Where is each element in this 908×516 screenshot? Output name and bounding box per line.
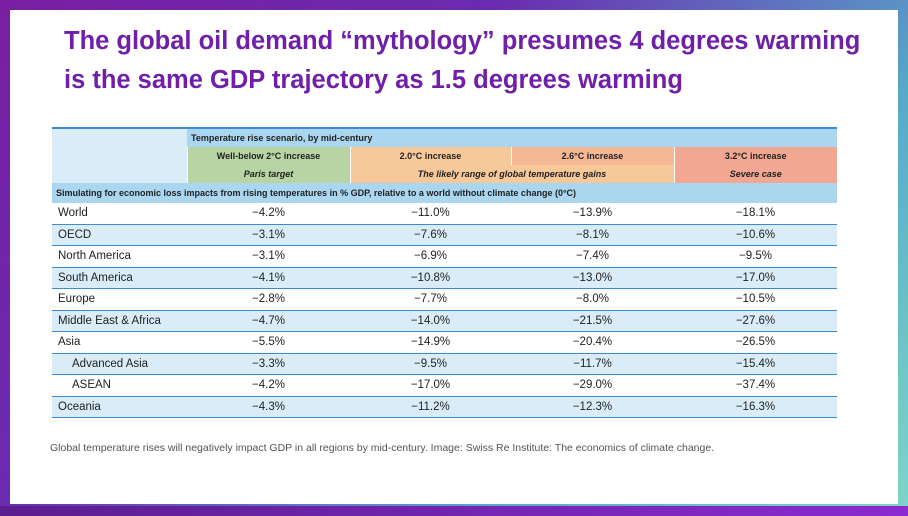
table-cell: −3.3% — [187, 353, 350, 375]
table-cell: −7.7% — [350, 288, 511, 311]
scenario-2-0c: 2.0°C increase — [349, 147, 511, 165]
table-cell: −7.6% — [350, 224, 511, 246]
table-cell: −5.5% — [187, 331, 350, 354]
scenario-well-below-2c: Well-below 2°C increase — [186, 147, 350, 165]
region-label: Europe — [52, 288, 187, 311]
header-corner — [52, 127, 187, 183]
region-label: Middle East & Africa — [52, 310, 187, 332]
table-cell: −12.3% — [511, 396, 674, 418]
table-cell: −8.1% — [511, 224, 674, 246]
table-cell: −14.0% — [350, 310, 511, 332]
table-cell: −10.6% — [674, 224, 837, 246]
table-row: Advanced Asia −3.3% −9.5% −11.7% −15.4% — [52, 353, 837, 375]
table-cell: −3.1% — [187, 224, 350, 246]
table-cell: −9.5% — [350, 353, 511, 375]
table-cell: −7.4% — [511, 245, 674, 268]
table-cell: −2.8% — [187, 288, 350, 311]
table-cell: −3.1% — [187, 245, 350, 268]
simulation-note: Simulating for economic loss impacts fro… — [52, 183, 837, 203]
table-cell: −16.3% — [674, 396, 837, 418]
table-cell: −10.5% — [674, 288, 837, 311]
table-cell: −17.0% — [674, 267, 837, 289]
header-title: Temperature rise scenario, by mid-centur… — [187, 127, 837, 147]
table-cell: −13.9% — [511, 203, 674, 225]
table-cell: −4.1% — [187, 267, 350, 289]
region-label: ASEAN — [52, 374, 187, 397]
table-cell: −4.3% — [187, 396, 350, 418]
table-cell: −37.4% — [674, 374, 837, 397]
table-cell: −8.0% — [511, 288, 674, 311]
gdp-impact-table: Temperature rise scenario, by mid-centur… — [52, 127, 837, 418]
slide-title: The global oil demand “mythology” presum… — [64, 27, 861, 94]
table-cell: −14.9% — [350, 331, 511, 354]
table-cell: −4.7% — [187, 310, 350, 332]
table-cell: −6.9% — [350, 245, 511, 268]
image-caption: Global temperature rises will negatively… — [50, 442, 715, 454]
scenario-3-2c: 3.2°C increase — [673, 147, 837, 165]
table-cell: −4.2% — [187, 203, 350, 225]
table-cell: −26.5% — [674, 331, 837, 354]
table-cell: −20.4% — [511, 331, 674, 354]
region-label: OECD — [52, 224, 187, 246]
table-row: North America −3.1% −6.9% −7.4% −9.5% — [52, 245, 837, 268]
subheader-paris-target: Paris target — [186, 165, 350, 183]
scenario-2-6c: 2.6°C increase — [510, 147, 674, 165]
region-label: Oceania — [52, 396, 187, 418]
table-cell: −13.0% — [511, 267, 674, 289]
region-label: Asia — [52, 331, 187, 354]
table-cell: −17.0% — [350, 374, 511, 397]
subheader-severe-case: Severe case — [673, 165, 837, 183]
table-cell: −9.5% — [674, 245, 837, 268]
table-cell: −11.2% — [350, 396, 511, 418]
table-row: Asia −5.5% −14.9% −20.4% −26.5% — [52, 331, 837, 354]
table-row: Middle East & Africa −4.7% −14.0% −21.5%… — [52, 310, 837, 332]
slide-frame-bottom — [0, 506, 908, 516]
region-label: North America — [52, 245, 187, 268]
subheader-likely-range: The likely range of global temperature g… — [349, 165, 674, 183]
table-row: OECD −3.1% −7.6% −8.1% −10.6% — [52, 224, 837, 246]
table-row: ASEAN −4.2% −17.0% −29.0% −37.4% — [52, 374, 837, 397]
table-cell: −29.0% — [511, 374, 674, 397]
table-cell: −11.7% — [511, 353, 674, 375]
region-label: Advanced Asia — [52, 353, 187, 375]
region-label: South America — [52, 267, 187, 289]
table-row: World −4.2% −11.0% −13.9% −18.1% — [52, 203, 837, 225]
region-label: World — [52, 203, 187, 225]
table-cell: −10.8% — [350, 267, 511, 289]
table-cell: −4.2% — [187, 374, 350, 397]
table-row: Europe −2.8% −7.7% −8.0% −10.5% — [52, 288, 837, 311]
table-cell: −21.5% — [511, 310, 674, 332]
table-cell: −27.6% — [674, 310, 837, 332]
table-cell: −18.1% — [674, 203, 837, 225]
table-row: Oceania −4.3% −11.2% −12.3% −16.3% — [52, 396, 837, 418]
table-cell: −11.0% — [350, 203, 511, 225]
table-row: South America −4.1% −10.8% −13.0% −17.0% — [52, 267, 837, 289]
table-cell: −15.4% — [674, 353, 837, 375]
